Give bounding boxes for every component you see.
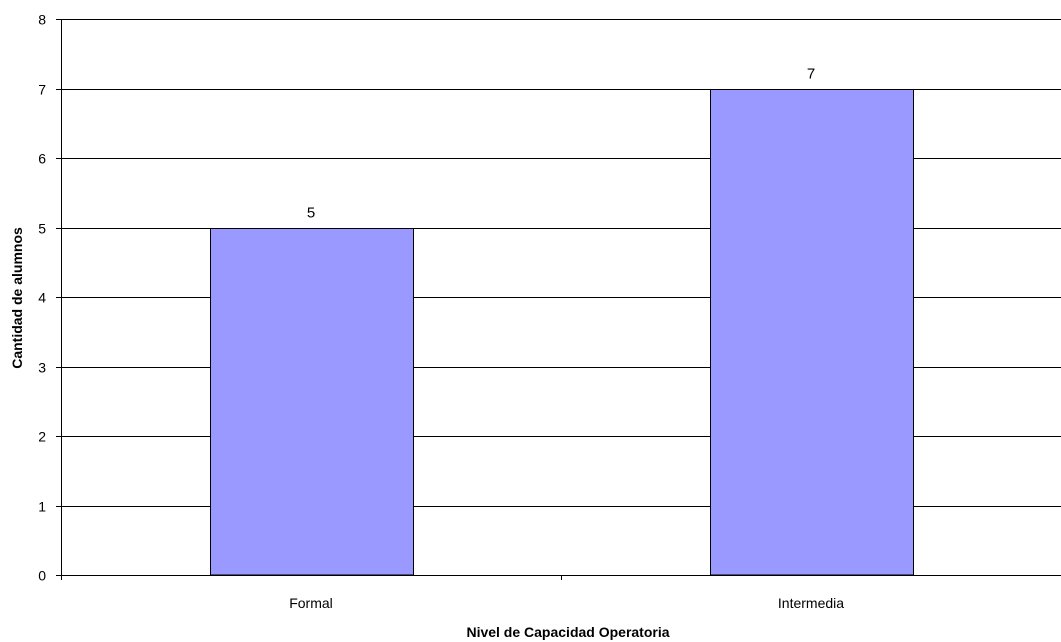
y-tick-label: 7 (38, 82, 46, 98)
x-axis-title: Nivel de Capacidad Operatoria (466, 624, 669, 640)
y-tick-label: 2 (38, 429, 46, 445)
bar-data-label: 7 (807, 66, 815, 83)
y-tick-label: 8 (38, 12, 46, 28)
bar (210, 228, 414, 576)
y-tick-label: 4 (38, 290, 46, 306)
x-tick-labels: Formal Intermedia (289, 595, 844, 611)
y-tick-label: 3 (38, 360, 46, 376)
y-axis-title: Cantidad de alumnos (9, 227, 25, 369)
y-tick-label: 0 (38, 568, 46, 584)
y-tick-label: 5 (38, 221, 46, 237)
axes (56, 19, 1061, 580)
x-tick-label: Intermedia (778, 595, 844, 611)
bar-data-label: 5 (307, 205, 315, 222)
y-tick-labels: 0 1 2 3 4 5 6 7 8 (38, 12, 46, 584)
y-tick-label: 1 (38, 499, 46, 515)
bars (210, 89, 914, 576)
data-labels: 57 (307, 66, 815, 222)
bar (710, 89, 914, 576)
y-tick-label: 6 (38, 151, 46, 167)
x-tick-label: Formal (289, 595, 333, 611)
